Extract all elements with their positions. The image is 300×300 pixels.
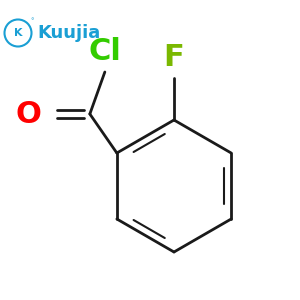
Text: Kuujia: Kuujia [38,24,101,42]
Text: F: F [164,43,184,72]
Text: O: O [16,100,42,128]
Text: K: K [14,28,22,38]
Text: °: ° [31,19,34,25]
Text: Cl: Cl [88,37,121,66]
